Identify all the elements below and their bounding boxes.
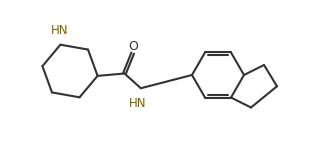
Text: HN: HN	[129, 97, 147, 110]
Text: HN: HN	[51, 24, 68, 37]
Text: O: O	[128, 40, 138, 53]
